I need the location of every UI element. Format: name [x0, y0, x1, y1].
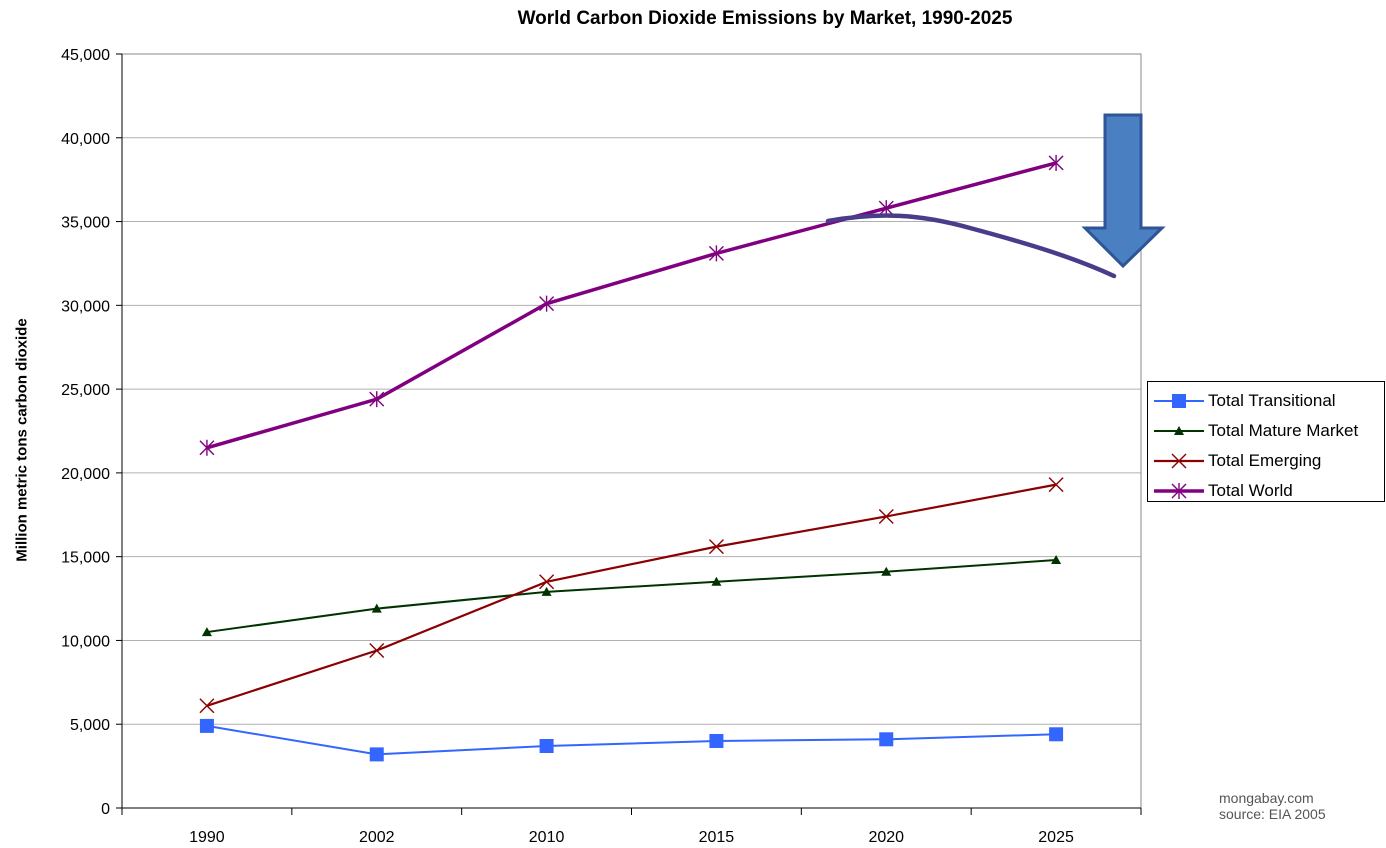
legend-marker	[1171, 483, 1187, 499]
data-point	[881, 566, 892, 576]
data-point	[371, 603, 382, 613]
plot-area-frame	[121, 53, 1142, 809]
credit: mongabay.com source: EIA 2005	[1219, 790, 1326, 822]
down-arrow-icon	[1081, 113, 1166, 269]
y-tick-label: 30,000	[61, 298, 110, 315]
data-point	[199, 439, 215, 456]
data-point	[369, 747, 384, 762]
data-point	[199, 698, 215, 714]
legend-marker	[1171, 453, 1187, 469]
chart-title: World Carbon Dioxide Emissions by Market…	[517, 8, 1013, 29]
credit-site: mongabay.com	[1219, 790, 1314, 806]
series-line	[206, 724, 1057, 756]
legend-swatch	[1154, 426, 1204, 435]
legend-item: Total Emerging	[1148, 446, 1384, 476]
data-point	[708, 245, 724, 262]
data-point	[369, 391, 385, 408]
series-line	[206, 161, 1057, 450]
legend-swatch	[1154, 453, 1204, 469]
data-point	[1048, 477, 1064, 493]
data-point	[1051, 555, 1062, 565]
series-line	[206, 483, 1057, 707]
data-point	[878, 508, 894, 524]
credit-source: source: EIA 2005	[1219, 806, 1326, 822]
series-total-transitional	[199, 718, 1064, 762]
legend: Total Transitional Total Mature Market Tot…	[1147, 381, 1385, 502]
y-tick-label: 20,000	[61, 466, 110, 483]
series-total-mature-market	[201, 555, 1062, 637]
y-tick-label: 40,000	[61, 131, 110, 148]
legend-marker	[1172, 394, 1186, 408]
annotations	[825, 113, 1166, 279]
data-point	[879, 732, 894, 747]
series-total-emerging	[199, 477, 1064, 714]
legend-swatch	[1154, 394, 1204, 408]
data-point	[539, 739, 554, 754]
data-point	[709, 733, 724, 748]
y-tick-label: 35,000	[61, 215, 110, 232]
data-point	[711, 576, 722, 586]
series-lines	[199, 154, 1064, 762]
downturn-curve	[825, 213, 1117, 279]
legend-swatch	[1154, 483, 1204, 499]
y-tick-label: 25,000	[61, 382, 110, 399]
x-tick-label: 2002	[359, 829, 395, 846]
data-point	[1049, 727, 1064, 742]
data-point	[539, 574, 555, 590]
series-line	[206, 559, 1057, 634]
legend-label: Total Mature Market	[1208, 421, 1359, 440]
x-tick-label: 2025	[1038, 829, 1074, 846]
y-tick-label: 45,000	[61, 47, 110, 64]
x-tick-label: 2020	[868, 829, 904, 846]
y-tick-label: 5,000	[70, 717, 110, 734]
data-point	[369, 643, 385, 658]
data-point	[541, 586, 552, 596]
data-point	[1048, 154, 1064, 171]
x-tick-label: 2015	[699, 829, 735, 846]
legend-label: Total Transitional	[1208, 391, 1336, 410]
data-point	[199, 718, 214, 733]
axes: 0 5,000 10,000 15,000 20,000 25,000 30,000 35,0…	[61, 47, 1142, 846]
y-tick-label: 15,000	[61, 550, 110, 567]
legend-marker	[1174, 426, 1184, 435]
y-tick-label: 0	[101, 801, 110, 818]
data-point	[539, 295, 555, 312]
legend-label: Total World	[1208, 481, 1293, 500]
data-point	[708, 539, 724, 555]
x-tick-label: 2010	[529, 829, 565, 846]
legend-item: Total World	[1148, 476, 1384, 506]
data-point	[201, 627, 212, 637]
legend-item: Total Mature Market	[1148, 416, 1384, 446]
legend-item: Total Transitional	[1148, 386, 1384, 416]
x-tick-label: 1990	[189, 829, 225, 846]
legend-label: Total Emerging	[1208, 451, 1322, 470]
y-tick-label: 10,000	[61, 633, 110, 650]
